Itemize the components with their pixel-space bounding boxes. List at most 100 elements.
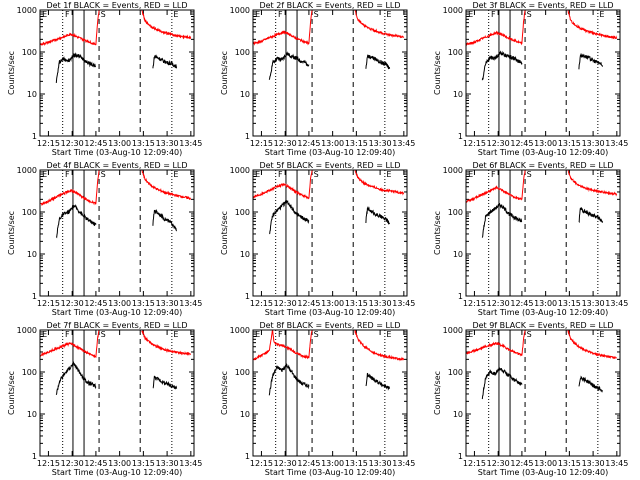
panel-title: Det 9f BLACK = Events, RED = LLD [472, 321, 613, 330]
x-tick-label: 12:30 [61, 459, 84, 468]
y-tick-label: 10 [240, 90, 250, 99]
time-marker-letter: E [173, 170, 178, 179]
y-tick-label: 10 [27, 250, 37, 259]
x-tick-label: 12:15 [250, 139, 273, 148]
x-axis-label: Start Time (03-Aug-10 12:09:40) [478, 308, 609, 317]
x-tick-label: 13:30 [582, 459, 605, 468]
detector-panel-8: Det 8f BLACK = Events, RED = LLD 1 10 100 10… [220, 321, 415, 477]
x-tick-label: 13:45 [605, 459, 628, 468]
events-series-line [55, 52, 96, 83]
events-series-line [578, 53, 604, 70]
x-axis-label: Start Time (03-Aug-10 12:09:40) [52, 468, 183, 477]
lld-series-line [466, 170, 526, 203]
y-tick-label: 1000 [17, 166, 37, 175]
x-axis-label: Start Time (03-Aug-10 12:09:40) [265, 148, 396, 157]
x-tick-label: 12:45 [84, 299, 107, 308]
x-tick-label: 12:45 [510, 139, 533, 148]
time-marker-letter: S [101, 170, 106, 179]
detector-panel-5: Det 5f BLACK = Events, RED = LLD 1 10 100 10… [220, 161, 415, 317]
events-series-line [481, 50, 523, 81]
time-marker-letter: F [491, 10, 496, 19]
x-tick-label: 13:45 [392, 299, 415, 308]
y-tick-label: 10 [240, 250, 250, 259]
x-tick-label: 12:45 [510, 299, 533, 308]
plot-frame [39, 9, 195, 137]
time-marker-letter: E [386, 330, 391, 339]
x-tick-label: 13:45 [179, 139, 202, 148]
events-series-line [152, 208, 178, 232]
time-marker-letter: E [599, 330, 604, 339]
y-tick-label: 10 [453, 250, 463, 259]
time-marker-letter: S [527, 330, 532, 339]
panel-title: Det 1f BLACK = Events, RED = LLD [46, 1, 187, 10]
plot-frame [39, 329, 195, 457]
panel-title: Det 8f BLACK = Events, RED = LLD [259, 321, 400, 330]
y-axis-label: Counts/sec [220, 51, 229, 95]
y-tick-label: 1 [458, 452, 463, 461]
lld-series-line [567, 10, 618, 40]
events-series-line [268, 51, 310, 80]
lld-series-line [354, 10, 405, 39]
x-tick-label: 12:15 [250, 459, 273, 468]
x-tick-label: 12:45 [84, 459, 107, 468]
x-tick-label: 13:00 [534, 299, 557, 308]
x-tick-label: 13:45 [392, 459, 415, 468]
y-tick-label: 1 [458, 132, 463, 141]
x-tick-label: 13:30 [156, 299, 179, 308]
x-tick-label: 12:15 [250, 299, 273, 308]
time-marker-letter: F [65, 170, 70, 179]
x-tick-label: 12:30 [61, 299, 84, 308]
x-tick-label: 12:15 [37, 139, 60, 148]
y-tick-label: 1 [245, 132, 250, 141]
x-tick-label: 13:45 [605, 299, 628, 308]
panel-data [253, 10, 405, 80]
time-marker-letter: S [101, 10, 106, 19]
lld-series-line [141, 330, 192, 357]
events-series-line [365, 372, 391, 391]
time-marker-letter: F [278, 330, 283, 339]
x-tick-label: 13:00 [534, 139, 557, 148]
events-series-line [152, 375, 178, 390]
time-marker-letter: E [386, 10, 391, 19]
y-tick-label: 100 [22, 368, 37, 377]
y-tick-label: 10 [453, 90, 463, 99]
x-tick-label: 12:15 [463, 139, 486, 148]
x-tick-label: 13:15 [558, 299, 581, 308]
plot-frame [252, 9, 408, 137]
time-marker-letter: F [65, 330, 70, 339]
y-tick-label: 1000 [17, 6, 37, 15]
detector-panel-7: Det 7f BLACK = Events, RED = LLD 1 10 100 10… [7, 321, 202, 477]
x-axis-label: Start Time (03-Aug-10 12:09:40) [265, 308, 396, 317]
events-series-line [578, 375, 603, 393]
x-tick-label: 13:30 [369, 299, 392, 308]
plot-frame [39, 169, 195, 297]
x-tick-label: 13:15 [132, 459, 155, 468]
events-series-line [481, 202, 523, 238]
x-tick-label: 13:00 [321, 459, 344, 468]
x-tick-label: 13:15 [345, 139, 368, 148]
time-marker-letter: E [42, 170, 47, 179]
x-tick-label: 13:45 [392, 139, 415, 148]
time-marker-letter: E [599, 170, 604, 179]
time-marker-letter: F [278, 10, 283, 19]
x-tick-label: 12:45 [84, 139, 107, 148]
time-marker-letter: E [255, 170, 260, 179]
x-tick-label: 12:45 [297, 299, 320, 308]
detector-panel-3: Det 3f BLACK = Events, RED = LLD 1 10 100 10… [433, 1, 628, 157]
time-marker-letter: E [255, 330, 260, 339]
x-tick-label: 13:15 [558, 459, 581, 468]
plot-frame [465, 329, 621, 457]
lld-series-line [141, 10, 192, 40]
y-tick-label: 10 [27, 90, 37, 99]
panel-title: Det 7f BLACK = Events, RED = LLD [46, 321, 187, 330]
x-tick-label: 13:45 [605, 139, 628, 148]
y-tick-label: 1000 [230, 326, 250, 335]
y-tick-label: 100 [235, 48, 250, 57]
panel-title: Det 5f BLACK = Events, RED = LLD [259, 161, 400, 170]
y-tick-label: 100 [448, 48, 463, 57]
y-tick-label: 100 [448, 368, 463, 377]
x-tick-label: 13:45 [179, 459, 202, 468]
lld-series-line [40, 170, 100, 206]
events-series-line [269, 199, 310, 235]
lld-series-line [253, 170, 313, 200]
